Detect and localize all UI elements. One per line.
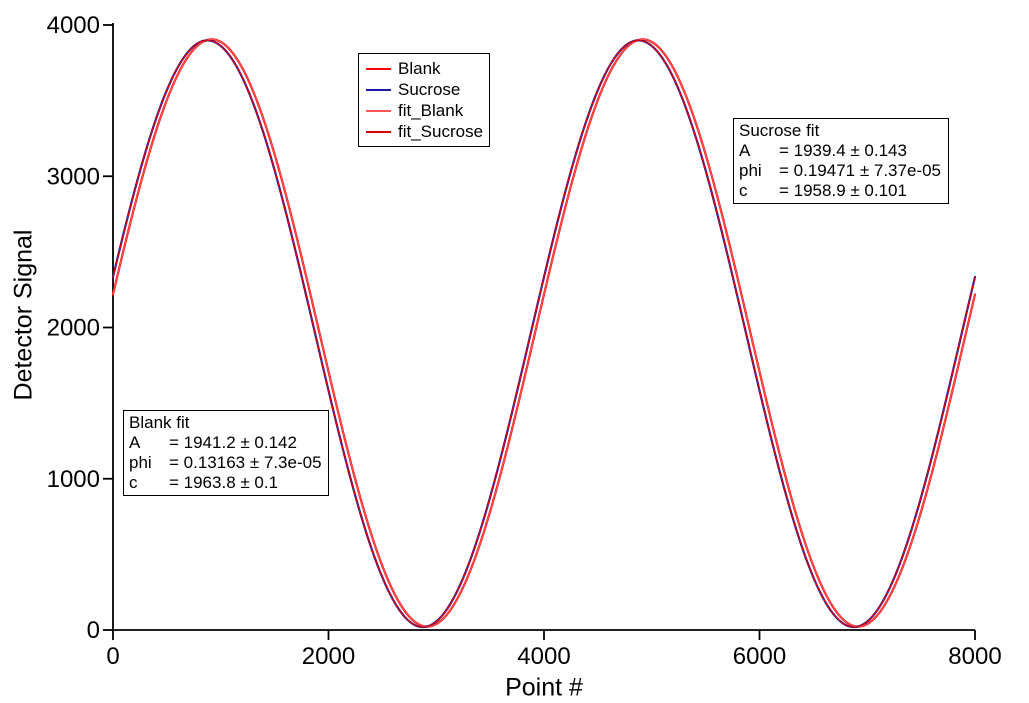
series-curve-fit_sucrose bbox=[112, 39, 976, 628]
legend-swatch-icon bbox=[366, 130, 391, 133]
annotation-row: A = 1941.2 ± 0.142 bbox=[129, 433, 323, 453]
legend-label: fit_Sucrose bbox=[398, 121, 484, 141]
annotation-row: c = 1958.9 ± 0.101 bbox=[739, 181, 943, 201]
annotation-value: = 1941.2 ± 0.142 bbox=[169, 433, 297, 452]
annotation-param: A bbox=[739, 141, 751, 160]
legend-label: fit_Blank bbox=[398, 100, 464, 120]
annotation-title: Blank fit bbox=[129, 413, 190, 432]
series-curve-fit_blank bbox=[112, 38, 976, 628]
y-tick-label: 0 bbox=[87, 617, 100, 644]
legend-item-fit_sucrose: fit_Sucrose bbox=[366, 121, 489, 142]
legend-item-sucrose: Sucrose bbox=[366, 79, 489, 100]
annotation-row: phi = 0.13163 ± 7.3e-05 bbox=[129, 453, 323, 473]
legend-label: Sucrose bbox=[398, 79, 461, 99]
annotation-row: phi = 0.19471 ± 7.37e-05 bbox=[739, 161, 943, 181]
y-axis-title: Detector Signal bbox=[9, 229, 38, 401]
annotation-value: = 1963.8 ± 0.1 bbox=[169, 473, 279, 492]
annotation-value: = 0.19471 ± 7.37e-05 bbox=[779, 161, 941, 180]
x-tick-label: 4000 bbox=[517, 643, 570, 670]
y-tick-label: 3000 bbox=[47, 163, 100, 190]
annotation-value: = 0.13163 ± 7.3e-05 bbox=[169, 453, 322, 472]
y-tick-label: 4000 bbox=[47, 12, 100, 39]
x-tick-label: 8000 bbox=[948, 643, 1001, 670]
legend-swatch-icon bbox=[366, 67, 391, 70]
annotation-blank-fit: Blank fit A = 1941.2 ± 0.142 phi = 0.13163 ±… bbox=[123, 410, 329, 496]
annotation-row: A = 1939.4 ± 0.143 bbox=[739, 141, 943, 161]
legend-label: Blank bbox=[398, 58, 441, 78]
y-tick-label: 1000 bbox=[47, 466, 100, 493]
annotation-sucrose-fit: Sucrose fit A = 1939.4 ± 0.143 phi = 0.19471… bbox=[733, 118, 949, 204]
axes-frame bbox=[112, 23, 975, 631]
x-tick-label: 2000 bbox=[302, 643, 355, 670]
x-tick-label: 0 bbox=[106, 643, 119, 670]
legend-item-blank: Blank bbox=[366, 58, 489, 79]
legend-swatch-icon bbox=[366, 109, 391, 112]
annotation-value: = 1939.4 ± 0.143 bbox=[779, 141, 907, 160]
legend-item-fit_blank: fit_Blank bbox=[366, 100, 489, 121]
annotation-param: phi bbox=[129, 453, 152, 472]
annotation-param: A bbox=[129, 433, 141, 452]
y-tick-label: 2000 bbox=[47, 315, 100, 342]
annotation-param: c bbox=[129, 473, 138, 492]
legend: Blank Sucrose fit_Blank fit_Sucrose bbox=[358, 53, 490, 147]
annotation-value: = 1958.9 ± 0.101 bbox=[779, 181, 907, 200]
annotation-title: Sucrose fit bbox=[739, 121, 820, 140]
annotation-param: c bbox=[739, 181, 748, 200]
annotation-param: phi bbox=[739, 161, 762, 180]
legend-swatch-icon bbox=[366, 88, 391, 91]
x-axis-title: Point # bbox=[505, 673, 583, 702]
x-tick-label: 6000 bbox=[733, 643, 786, 670]
annotation-row: c = 1963.8 ± 0.1 bbox=[129, 473, 323, 493]
